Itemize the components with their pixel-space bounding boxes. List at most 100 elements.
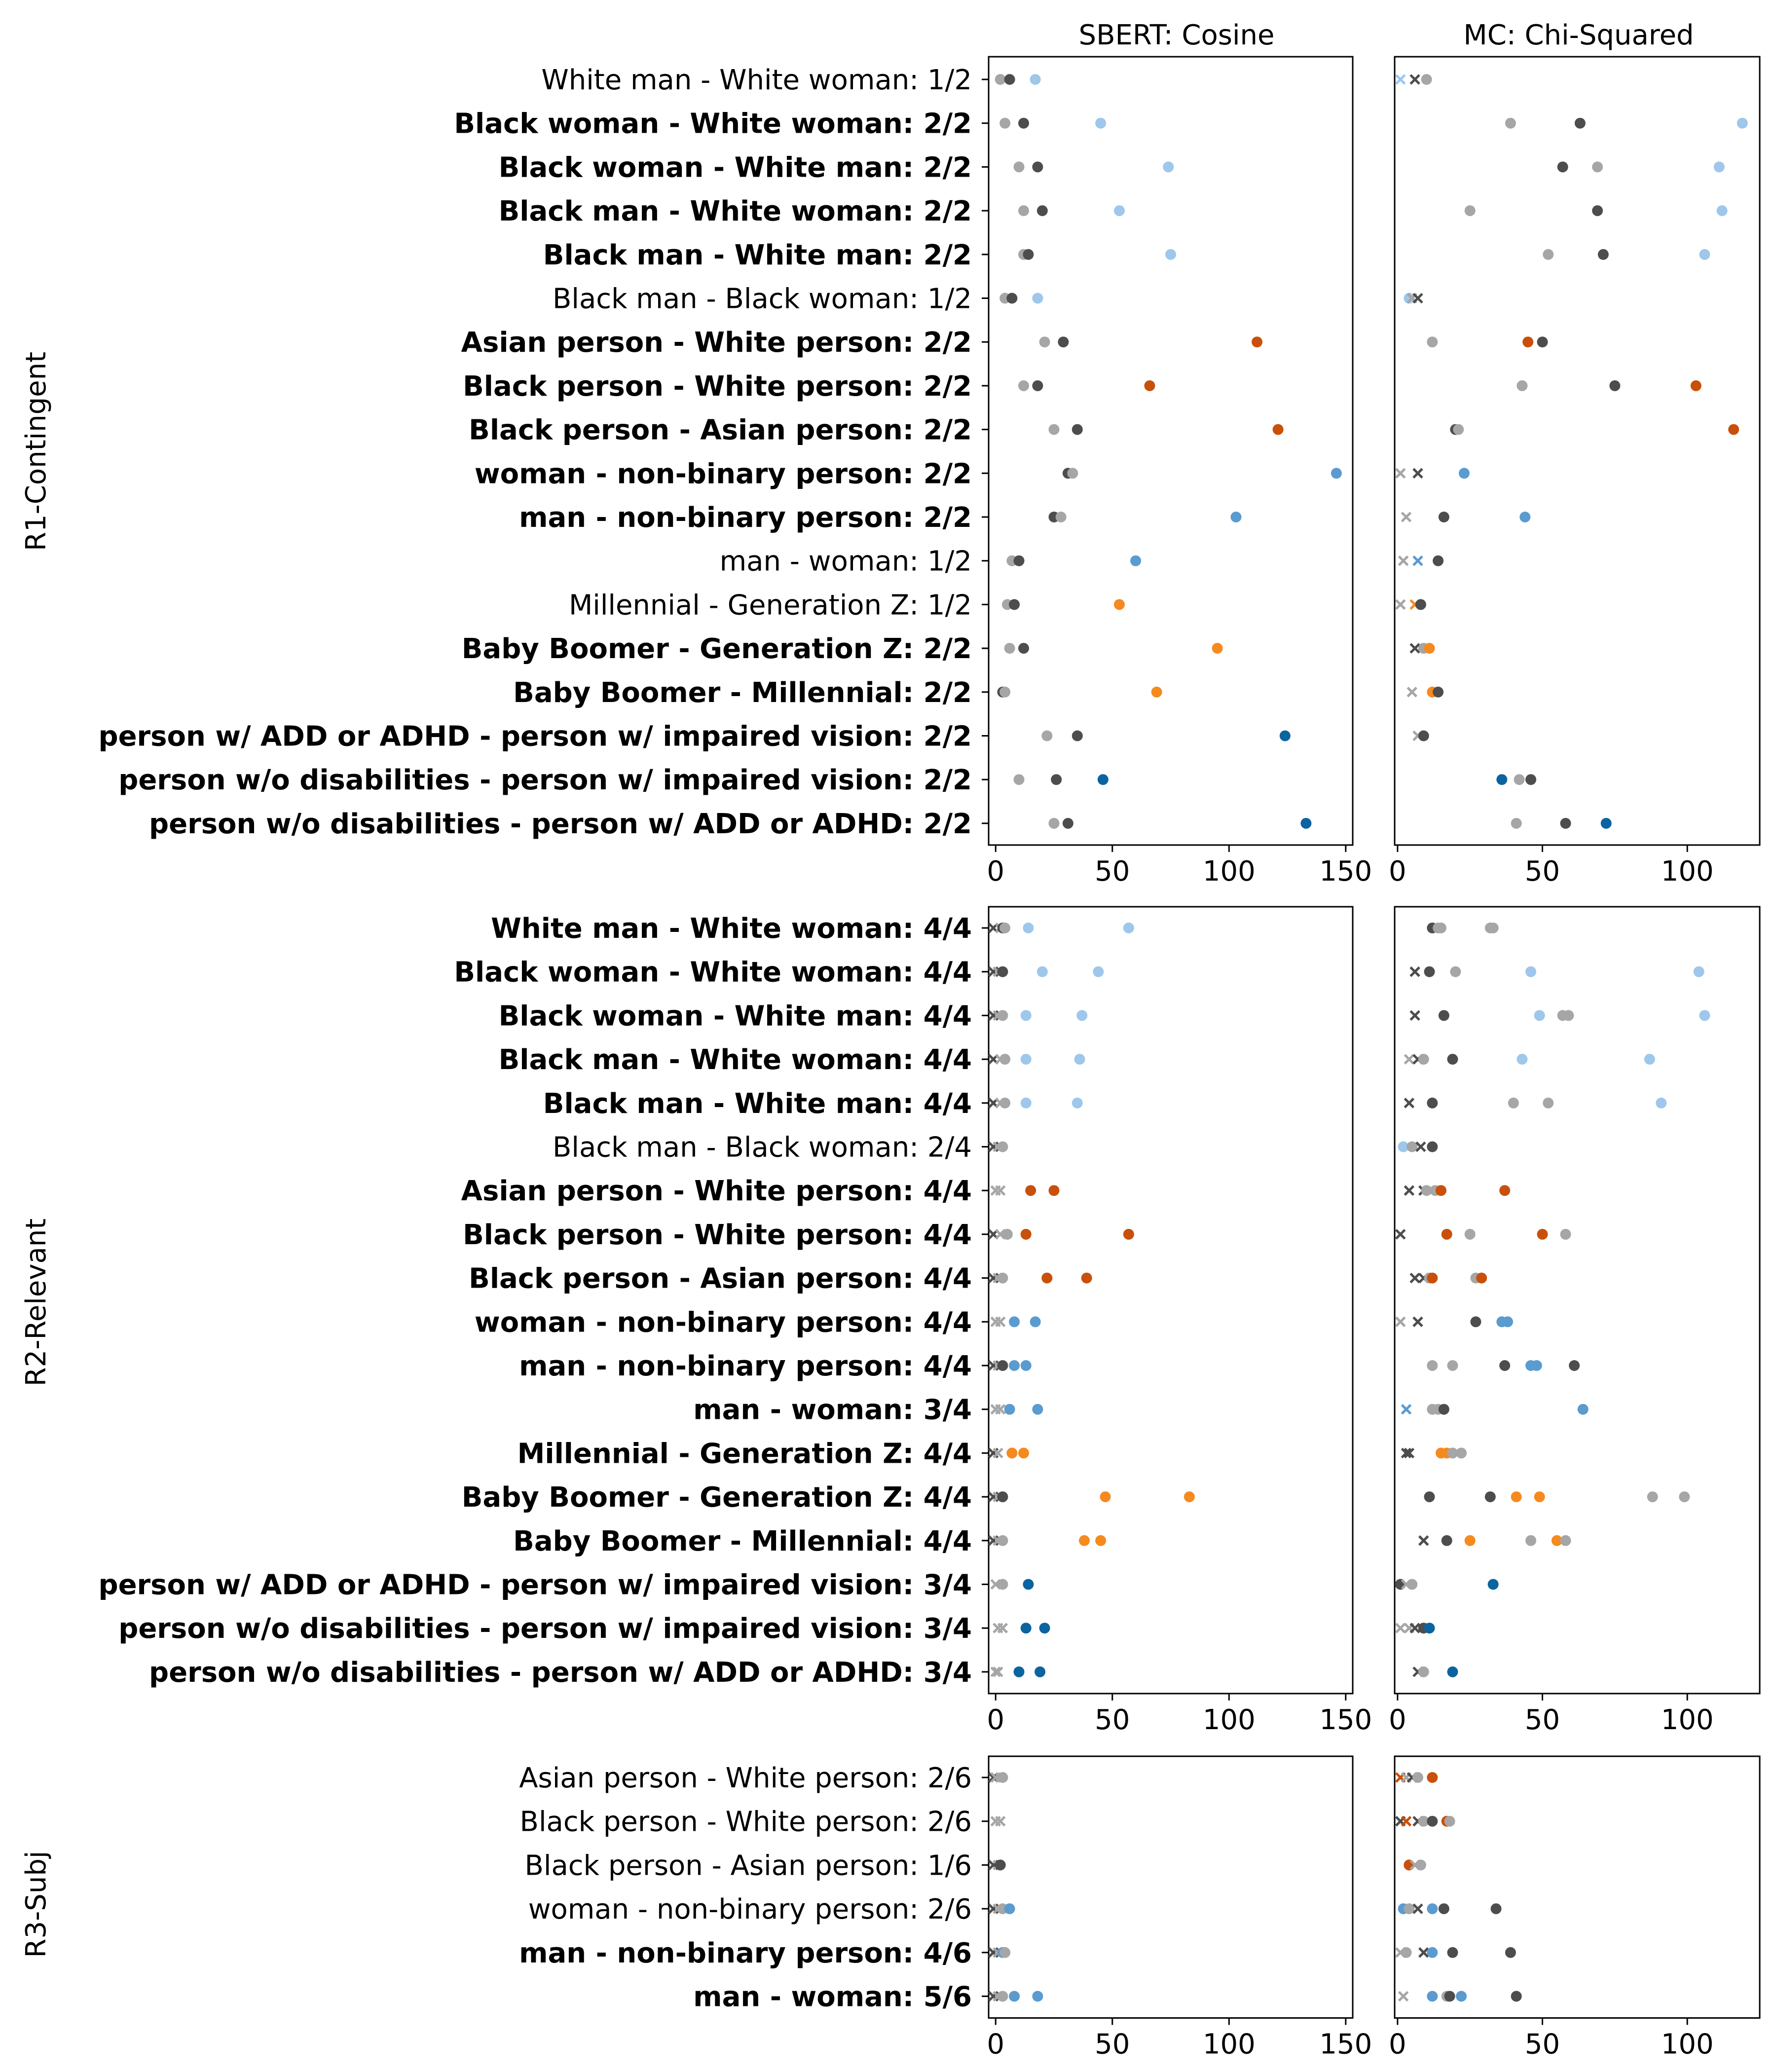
data-point-r2-relevant-cos-r10 [997,1360,1008,1371]
row-label-r2-relevant-2: Black woman - White man: 4/4 [499,1000,972,1032]
data-point-r2-relevant-cos-r10 [1009,1360,1020,1371]
data-point-r1-contingent-cos-r8 [1272,424,1284,435]
data-point-r2-relevant-chi-r3 [1447,1054,1458,1065]
data-point-r2-relevant-chi-r17 [1418,1666,1429,1677]
data-point-r2-relevant-cos-r11-cross [995,1404,1006,1415]
data-point-r1-contingent-chi-r13-cross [1409,643,1420,654]
data-point-r1-contingent-cos-r9 [1331,468,1342,479]
data-point-r1-contingent-cos-r8 [1048,424,1060,435]
data-point-r3-subj-chi-r0 [1427,1772,1438,1783]
data-point-r2-relevant-cos-r12 [1006,1447,1018,1459]
panel-frame-r3-subj-chi [1394,1755,1761,2019]
row-label-r2-relevant-17: person w/o disabilities - person w/ ADD … [149,1657,972,1689]
data-point-r2-relevant-chi-r16-cross [1395,1623,1406,1633]
data-point-r2-relevant-cos-r12 [1018,1447,1029,1459]
row-label-r2-relevant-8: Black person - Asian person: 4/4 [469,1263,972,1295]
data-point-r2-relevant-chi-r9-cross-stroke-b [1395,1316,1406,1328]
data-point-r2-relevant-cos-r14 [1095,1535,1107,1546]
data-point-r2-relevant-chi-r6-cross-stroke-b [1404,1185,1415,1196]
data-point-r2-relevant-chi-r6 [1499,1185,1511,1196]
data-point-r1-contingent-chi-r3 [1464,205,1476,217]
row-label-r2-relevant-13: Baby Boomer - Generation Z: 4/4 [462,1481,972,1514]
data-point-r1-contingent-cos-r5 [1032,293,1043,304]
data-point-r3-subj-chi-r1-cross [1401,1815,1412,1827]
data-point-r1-contingent-cos-r11 [1130,555,1142,566]
row-label-r2-relevant-11: man - woman: 3/4 [693,1394,972,1426]
row-label-r1-contingent-4: Black man - White man: 2/2 [543,239,972,271]
data-point-r1-contingent-cos-r14 [999,686,1011,698]
data-point-r1-contingent-chi-r5-cross [1412,293,1423,304]
row-label-r2-relevant-15: person w/ ADD or ADHD - person w/ impair… [98,1569,972,1601]
data-point-r2-relevant-cos-r2 [997,1010,1008,1021]
data-point-r2-relevant-cos-r17 [1013,1666,1025,1677]
plot-layer: 0 50 100 150 0 50 100 White man - White woman: … [98,56,1761,2061]
x-tick-label-chi: 100 [1661,2029,1714,2061]
row-label-r1-contingent-3: Black man - White woman: 2/2 [499,195,972,227]
data-point-r2-relevant-cos-r11 [1032,1404,1043,1415]
data-point-r3-subj-chi-r5-cross [1398,1991,1409,2002]
data-point-r2-relevant-cos-r13 [997,1491,1008,1503]
data-point-r3-subj-chi-r3-cross-stroke-b [1412,1903,1423,1914]
data-point-r1-contingent-chi-r5-cross-stroke-b [1412,293,1423,304]
data-point-r2-relevant-cos-r0 [999,923,1011,933]
data-point-r1-contingent-cos-r6 [1058,336,1069,348]
row-label-r1-contingent-7: Black person - White person: 2/2 [463,370,972,403]
data-point-r2-relevant-cos-r15 [997,1579,1008,1590]
row-label-r1-contingent-5: Black man - Black woman: 1/2 [553,283,972,315]
data-point-r1-contingent-cos-r5 [1006,293,1018,304]
data-point-r2-relevant-chi-r8 [1427,1272,1438,1284]
data-point-r3-subj-cos-r0 [997,1772,1008,1783]
data-point-r1-contingent-chi-r16 [1496,774,1508,785]
data-point-r2-relevant-chi-r12-cross [1404,1447,1415,1459]
row-label-r1-contingent-16: person w/o disabilities - person w/ impa… [118,764,972,796]
row-label-r3-subj-4: man - non-binary person: 4/6 [519,1937,972,1969]
data-point-r2-relevant-chi-r15 [1395,1579,1406,1590]
data-point-r2-relevant-cos-r4 [1072,1097,1083,1109]
data-point-r3-subj-chi-r1-cross-stroke-b [1401,1815,1412,1827]
panel-frame-r2-relevant-cos [988,906,1354,1695]
data-point-r1-contingent-cos-r3 [1113,205,1125,217]
data-point-r2-relevant-chi-r9-cross [1412,1316,1423,1328]
data-point-r1-contingent-chi-r14-cross [1406,687,1418,698]
data-point-r2-relevant-chi-r12 [1447,1447,1458,1459]
data-point-r3-subj-chi-r0 [1412,1772,1423,1783]
data-point-r2-relevant-chi-r16-cross-stroke-b [1395,1623,1406,1633]
x-tick-label-chi: 0 [1389,855,1406,888]
data-point-r2-relevant-chi-r9-cross [1395,1316,1406,1328]
data-point-r1-contingent-chi-r0-cross [1409,74,1420,85]
data-point-r1-contingent-chi-r14 [1433,686,1444,698]
data-point-r2-relevant-chi-r13 [1534,1491,1545,1503]
data-point-r2-relevant-chi-r2 [1438,1010,1449,1021]
data-point-r2-relevant-cos-r1 [1093,966,1104,977]
data-point-r2-relevant-chi-r7 [1464,1228,1476,1240]
data-point-r1-contingent-chi-r10 [1438,512,1449,522]
data-point-r3-subj-chi-r2 [1404,1859,1415,1871]
data-point-r1-contingent-cos-r0 [1030,74,1041,85]
row-label-r3-subj-0: Asian person - White person: 2/6 [519,1762,972,1794]
data-point-r2-relevant-cos-r2 [1020,1010,1032,1021]
data-point-r2-relevant-chi-r5-cross-stroke-b [1415,1141,1426,1152]
data-point-r2-relevant-chi-r2 [1563,1010,1574,1021]
data-point-r2-relevant-chi-r12-cross [1401,1447,1412,1459]
row-label-r2-relevant-4: Black man - White man: 4/4 [543,1088,972,1120]
row-label-r1-contingent-13: Baby Boomer - Generation Z: 2/2 [462,633,972,665]
data-point-r1-contingent-cos-r7 [1018,380,1029,391]
data-point-r3-subj-chi-r4 [1401,1947,1412,1958]
data-point-r2-relevant-chi-r10 [1569,1360,1580,1371]
data-point-r1-contingent-chi-r2 [1592,161,1603,173]
data-point-r2-relevant-cos-r0 [1023,923,1034,933]
data-point-r1-contingent-chi-r1 [1737,117,1748,129]
data-point-r2-relevant-cos-r17-cross [993,1666,1003,1677]
data-point-r1-contingent-chi-r13 [1424,643,1435,654]
group-label-r2-relevant: R2-Relevant [20,1219,52,1387]
data-point-r2-relevant-chi-r16 [1424,1623,1435,1634]
data-point-r2-relevant-chi-r8-cross [1409,1272,1420,1284]
data-point-r2-relevant-cos-r6 [1048,1185,1060,1196]
row-label-r1-contingent-10: man - non-binary person: 2/2 [519,502,972,534]
data-point-r1-contingent-cos-r2 [1013,161,1025,173]
data-point-r3-subj-chi-r4-cross-stroke-b [1418,1947,1429,1958]
x-tick-label-cos: 150 [1319,2029,1372,2061]
data-point-r2-relevant-cos-r5 [997,1141,1008,1152]
data-point-r1-contingent-chi-r5 [1404,293,1415,304]
data-point-r2-relevant-cos-r16-cross-stroke-b [997,1623,1008,1633]
